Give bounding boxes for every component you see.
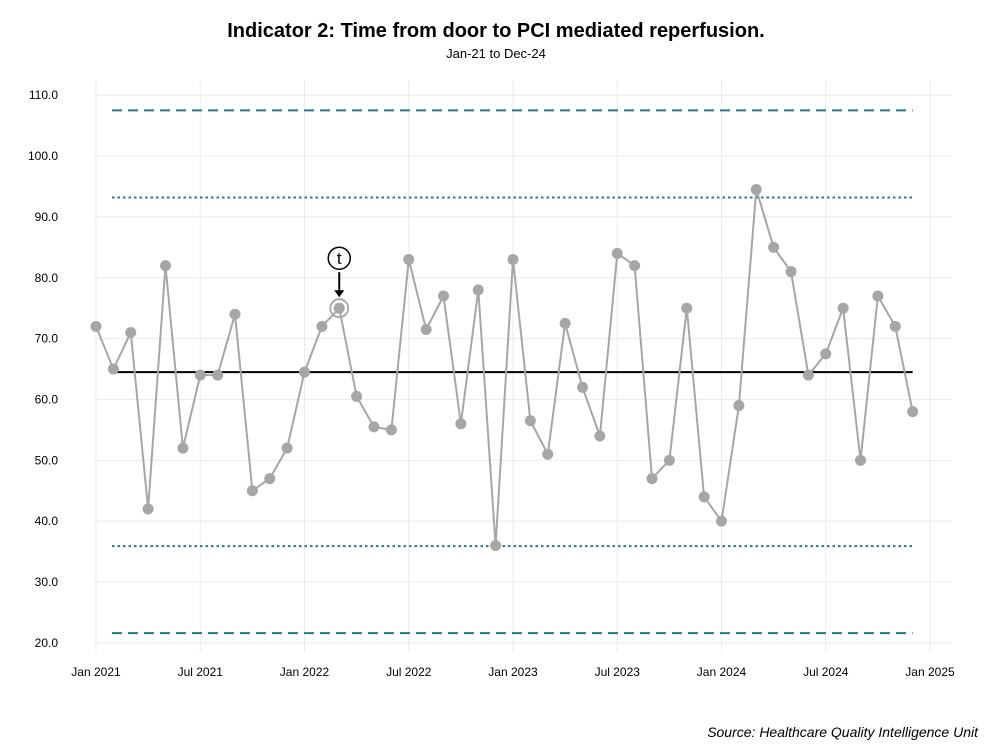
data-point bbox=[142, 503, 154, 515]
data-point bbox=[785, 266, 797, 278]
data-point bbox=[438, 290, 449, 302]
x-tick-label: Jan 2025 bbox=[905, 665, 955, 679]
data-point bbox=[385, 424, 397, 436]
data-point bbox=[646, 473, 658, 485]
data-point bbox=[212, 369, 224, 381]
data-point bbox=[472, 284, 484, 296]
y-tick-label: 20.0 bbox=[35, 636, 59, 650]
data-point bbox=[542, 448, 554, 460]
data-point bbox=[889, 320, 901, 332]
y-tick-label: 70.0 bbox=[35, 332, 59, 346]
data-point bbox=[733, 400, 745, 412]
y-tick-label: 30.0 bbox=[35, 575, 59, 589]
data-point bbox=[246, 485, 258, 497]
y-tick-label: 40.0 bbox=[35, 514, 59, 528]
data-point bbox=[281, 442, 293, 454]
data-point bbox=[299, 366, 310, 378]
x-tick-label: Jul 2022 bbox=[386, 665, 432, 679]
y-tick-label: 90.0 bbox=[35, 210, 59, 224]
data-point bbox=[351, 390, 363, 402]
data-point bbox=[750, 184, 762, 196]
data-point bbox=[403, 254, 415, 266]
annotation-highlight-ring bbox=[329, 298, 350, 319]
data-point bbox=[229, 308, 241, 320]
x-tick-label: Jan 2023 bbox=[488, 665, 538, 679]
data-point bbox=[629, 260, 641, 272]
data-point bbox=[316, 320, 328, 332]
source-note: Source: Healthcare Quality Intelligence … bbox=[707, 724, 978, 740]
data-point bbox=[507, 254, 519, 266]
x-tick-label: Jul 2023 bbox=[595, 665, 641, 679]
data-point bbox=[420, 323, 432, 335]
data-point bbox=[160, 260, 171, 272]
series-line bbox=[95, 189, 914, 546]
data-point bbox=[768, 241, 780, 253]
data-point bbox=[820, 348, 832, 360]
y-tick-label: 50.0 bbox=[35, 453, 59, 467]
x-tick-label: Jan 2024 bbox=[697, 665, 747, 679]
data-point bbox=[368, 421, 380, 433]
data-point bbox=[802, 369, 814, 381]
data-point bbox=[524, 415, 536, 427]
data-point bbox=[107, 363, 119, 375]
data-point bbox=[90, 320, 102, 332]
x-tick-label: Jan 2021 bbox=[71, 665, 121, 679]
data-point bbox=[194, 369, 206, 381]
data-point bbox=[177, 442, 189, 454]
data-point bbox=[837, 302, 849, 314]
chart-title: Indicator 2: Time from door to PCI media… bbox=[227, 20, 765, 42]
y-tick-label: 60.0 bbox=[35, 392, 59, 406]
y-tick-label: 110.0 bbox=[29, 88, 58, 102]
data-point bbox=[455, 418, 467, 430]
data-point bbox=[264, 473, 276, 485]
x-tick-label: Jul 2024 bbox=[803, 665, 849, 679]
data-point bbox=[577, 381, 588, 393]
data-point bbox=[855, 454, 866, 466]
data-point bbox=[333, 302, 345, 314]
data-point bbox=[716, 515, 727, 527]
y-tick-label: 100.0 bbox=[28, 149, 58, 163]
data-point bbox=[559, 317, 571, 329]
annotation-badge bbox=[327, 246, 351, 270]
chart-subtitle: Jan-21 to Dec-24 bbox=[446, 46, 546, 61]
data-point bbox=[663, 454, 675, 466]
y-tick-label: 80.0 bbox=[35, 271, 59, 285]
x-tick-label: Jan 2022 bbox=[280, 665, 330, 679]
annotation-label: t bbox=[337, 249, 342, 268]
annotation-arrow-head bbox=[334, 290, 345, 298]
data-point bbox=[594, 430, 606, 442]
x-tick-label: Jul 2021 bbox=[178, 665, 224, 679]
data-point bbox=[907, 406, 919, 418]
data-point bbox=[125, 327, 137, 339]
data-point bbox=[611, 247, 623, 259]
data-point bbox=[490, 540, 502, 552]
data-point bbox=[698, 491, 710, 503]
data-point bbox=[872, 290, 884, 302]
data-point bbox=[681, 302, 693, 314]
